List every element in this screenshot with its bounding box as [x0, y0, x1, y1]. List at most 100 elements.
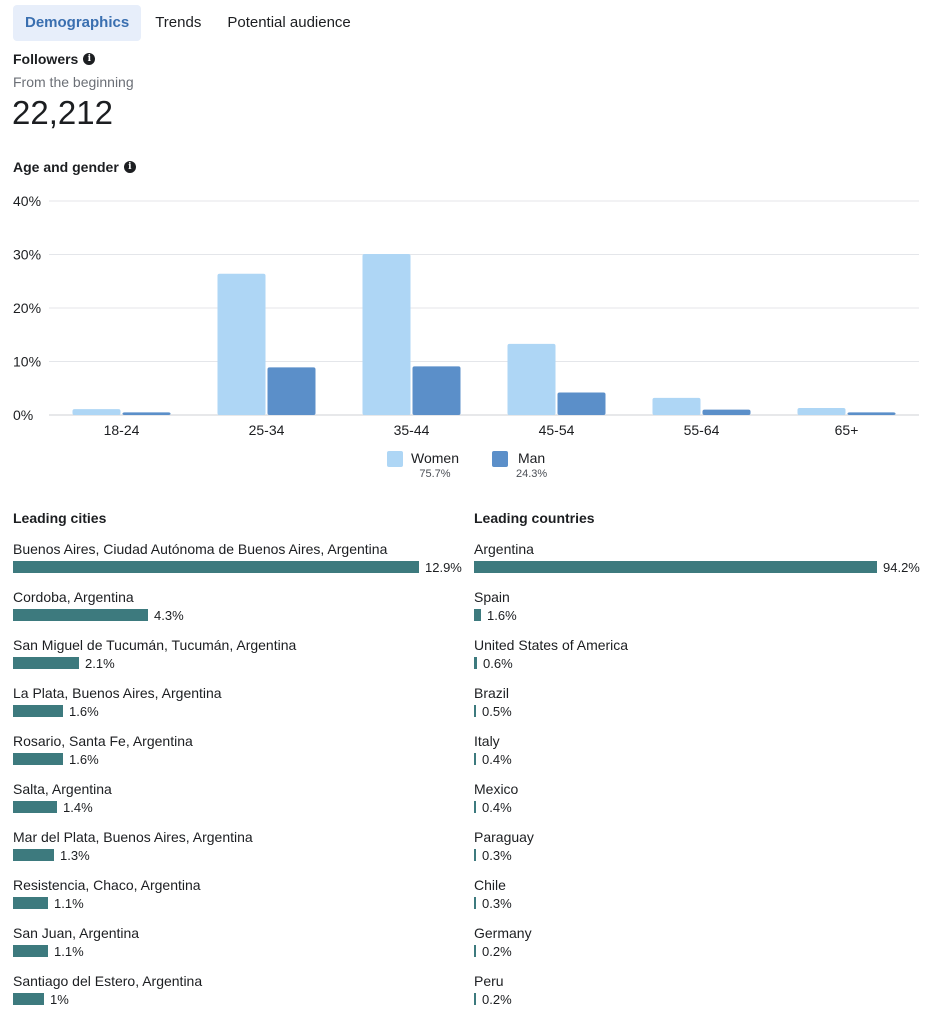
age-gender-title: Age and gender [13, 159, 119, 175]
item-bar [474, 993, 476, 1005]
legend-swatch-man [492, 451, 508, 467]
legend-swatch-women [387, 451, 403, 467]
list-item: Salta, Argentina 1.4% [13, 780, 468, 828]
list-item: San Juan, Argentina 1.1% [13, 924, 468, 972]
item-bar [474, 561, 877, 573]
item-bar-row: 1.4% [13, 799, 468, 815]
x-tick-label: 18-24 [104, 422, 140, 438]
cities-list: Buenos Aires, Ciudad Autónoma de Buenos … [13, 540, 468, 1020]
list-item: San Miguel de Tucumán, Tucumán, Argentin… [13, 636, 468, 684]
bar-women [362, 253, 411, 415]
list-item: Italy 0.4% [474, 732, 929, 780]
item-percent: 1.6% [487, 607, 517, 623]
y-tick-label: 30% [13, 247, 41, 263]
y-tick-label: 10% [13, 354, 41, 370]
item-name: La Plata, Buenos Aires, Argentina [13, 685, 222, 701]
item-name: Buenos Aires, Ciudad Autónoma de Buenos … [13, 541, 388, 557]
item-bar-row: 0.6% [474, 656, 929, 671]
item-percent: 2.1% [85, 655, 115, 671]
bar-man [412, 366, 461, 415]
item-percent: 0.2% [482, 943, 512, 959]
list-item: Mar del Plata, Buenos Aires, Argentina 1.… [13, 828, 468, 876]
list-item: Rosario, Santa Fe, Argentina 1.6% [13, 732, 468, 780]
item-bar-row: 1.6% [13, 704, 468, 719]
item-percent: 1.4% [63, 799, 93, 815]
followers-title: Followers [13, 51, 79, 67]
item-name: Brazil [474, 685, 510, 701]
list-item: Argentina 94.2% [474, 540, 929, 588]
legend-label-women: Women [411, 450, 459, 466]
item-bar-row: 12.9% [13, 559, 468, 575]
item-bar [474, 945, 476, 957]
item-bar-row: 2.1% [13, 655, 468, 671]
item-name: Spain [474, 589, 510, 605]
tab-trends[interactable]: Trends [155, 14, 202, 31]
leading-countries-title: Leading countries [474, 510, 595, 526]
item-bar-row: 94.2% [474, 560, 929, 575]
y-tick-label: 0% [13, 407, 33, 423]
tab-bar: Demographics Trends Potential audience [13, 5, 363, 41]
info-icon[interactable]: i [83, 53, 96, 65]
item-bar [13, 657, 79, 669]
tab-demographics[interactable]: Demographics [13, 5, 142, 41]
list-item: Paraguay 0.3% [474, 828, 929, 876]
legend-women[interactable]: Women 75.7% [387, 450, 459, 480]
bar-women [217, 273, 266, 415]
item-bar [474, 609, 481, 621]
list-item: La Plata, Buenos Aires, Argentina 1.6% [13, 684, 468, 732]
list-item: Chile 0.3% [474, 876, 929, 924]
x-tick-label: 25-34 [249, 422, 285, 438]
item-bar-row: 1.1% [13, 943, 468, 959]
item-percent: 12.9% [425, 559, 462, 575]
item-bar [13, 561, 419, 573]
countries-list: Argentina 94.2% Spain 1.6% United States of … [474, 540, 929, 1020]
item-bar [13, 945, 48, 957]
followers-heading: Followers i [13, 51, 96, 67]
item-bar [13, 609, 148, 621]
x-tick-label: 45-54 [539, 422, 575, 438]
item-percent: 1.6% [69, 751, 99, 767]
item-bar-row: 0.4% [474, 752, 929, 767]
item-bar [474, 753, 476, 765]
leading-countries: Leading countries Argentina 94.2% Spain 1.6… [474, 510, 929, 1020]
legend-pct-women: 75.7% [419, 468, 451, 480]
item-bar-row: 1.6% [13, 751, 468, 767]
item-percent: 1.1% [54, 895, 84, 911]
item-name: San Juan, Argentina [13, 925, 140, 941]
item-percent: 1% [50, 991, 69, 1007]
item-bar [13, 897, 48, 909]
list-item: United States of America 0.6% [474, 636, 929, 684]
item-bar-row: 1.1% [13, 895, 468, 911]
item-name: Santiago del Estero, Argentina [13, 973, 203, 989]
item-bar-row: 0.3% [474, 895, 929, 911]
list-item: Spain 1.6% [474, 588, 929, 636]
item-name: Argentina [474, 541, 534, 557]
bar-women [652, 397, 701, 415]
x-tick-label: 55-64 [684, 422, 720, 438]
item-bar [13, 801, 57, 813]
list-item: Peru 0.2% [474, 972, 929, 1020]
item-bar [13, 993, 44, 1005]
item-name: Resistencia, Chaco, Argentina [13, 877, 201, 893]
item-percent: 1.1% [54, 943, 84, 959]
legend-man[interactable]: Man 24.3% [492, 450, 547, 480]
followers-subtitle: From the beginning [13, 74, 134, 90]
item-name: Cordoba, Argentina [13, 589, 134, 605]
age-gender-chart: 0% 10% 20% 30% 40% 18-24 25-34 35-44 45-54 55-64 6… [13, 193, 919, 438]
bar-man [122, 412, 171, 415]
item-bar-row: 0.2% [474, 992, 929, 1007]
info-icon[interactable]: i [123, 161, 136, 173]
age-gender-heading: Age and gender i [13, 159, 136, 175]
item-bar [474, 657, 477, 669]
item-name: Peru [474, 973, 504, 989]
item-percent: 0.3% [482, 895, 512, 911]
item-name: Germany [474, 925, 532, 941]
item-bar [13, 849, 54, 861]
item-bar-row: 0.3% [474, 848, 929, 863]
bar-man [557, 392, 606, 415]
item-bar-row: 1.6% [474, 607, 929, 623]
tab-potential-audience[interactable]: Potential audience [227, 14, 351, 31]
item-bar [13, 753, 63, 765]
followers-count: 22,212 [12, 94, 113, 131]
item-name: Paraguay [474, 829, 534, 845]
